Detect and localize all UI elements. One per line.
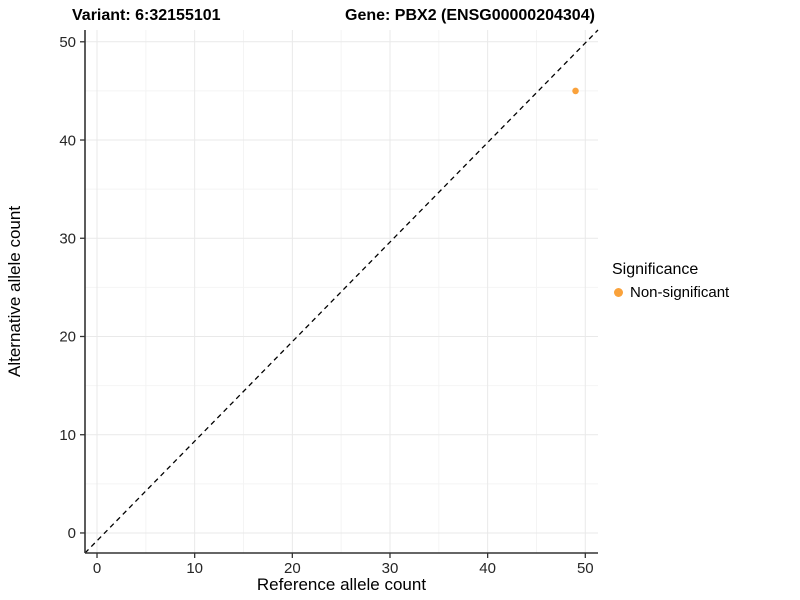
y-tick-label: 40 [59,132,76,149]
x-tick-label: 30 [382,560,399,577]
x-axis-title: Reference allele count [256,575,427,594]
variant-title: Variant: 6:32155101 [72,7,221,24]
y-tick-label: 20 [59,329,76,346]
legend-item-label: Non-significant [630,284,730,301]
x-tick-label: 20 [284,560,301,577]
x-tick-label: 40 [479,560,496,577]
y-tick-label: 10 [59,427,76,444]
gene-title: Gene: PBX2 (ENSG00000204304) [345,7,595,24]
y-tick-label: 0 [68,525,76,542]
legend-title: Significance [612,261,699,278]
y-tick-label: 50 [59,34,76,51]
data-point [572,87,579,95]
y-axis-title: Alternative allele count [5,205,24,378]
legend: Significance Non-significant [612,261,729,301]
y-tick-label: 30 [59,231,76,248]
x-tick-label: 0 [93,560,101,577]
x-tick-label: 50 [577,560,594,577]
x-tick-label: 10 [186,560,203,577]
non-significant-swatch-icon [614,288,623,297]
legend-item: Non-significant [612,284,729,301]
